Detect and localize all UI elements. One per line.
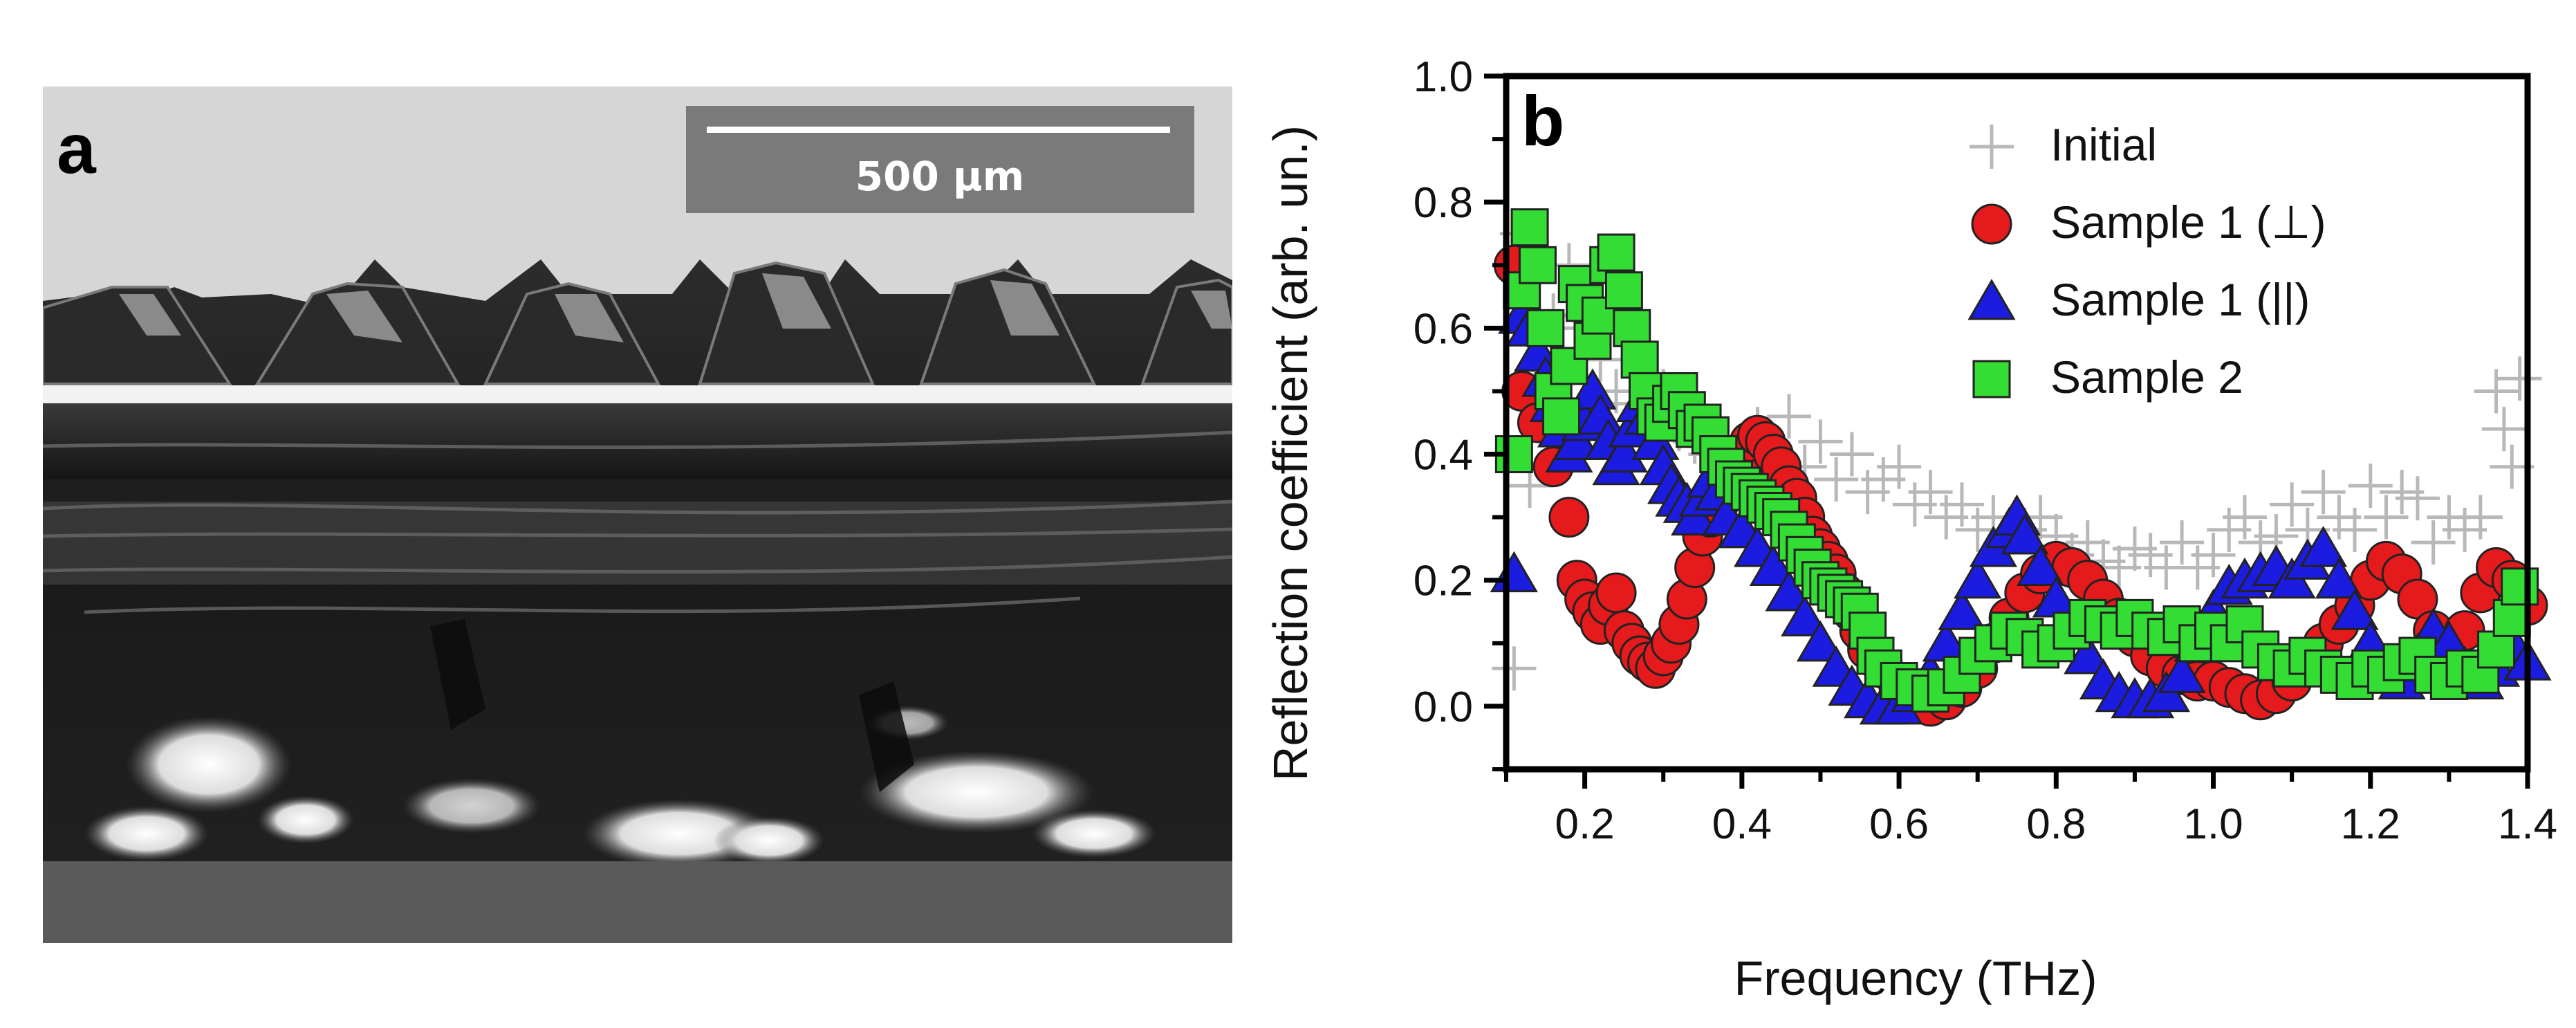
data-point-triangle — [1796, 620, 1845, 662]
data-point-triangle — [2315, 557, 2363, 599]
panel-letter-a: a — [57, 109, 97, 188]
data-point-cross — [2364, 495, 2409, 540]
data-point-triangle — [1749, 544, 1797, 587]
data-point-cross — [1829, 432, 1874, 477]
data-point-cross — [2395, 476, 2440, 521]
x-axis-title: Frequency (THz) — [1734, 951, 2097, 1005]
data-point-triangle — [2064, 633, 2112, 674]
legend-marker-square — [1972, 360, 2011, 398]
x-tick-label: 1.4 — [2498, 800, 2557, 848]
axes-layer: 0.2 0.4 0.6 0.8 1.0 1.2 1.4 0.0 0.2 0.4 0.6 0.8 1.0 — [1414, 53, 2557, 848]
data-point-square — [1542, 397, 1581, 436]
x-tick-label: 0.6 — [1869, 800, 1929, 848]
data-point-square — [1510, 208, 1549, 247]
data-point-cross — [2458, 495, 2503, 540]
data-point-cross — [2411, 520, 2456, 565]
y-tick-label: 1.0 — [1414, 53, 1473, 101]
x-tick-label: 0.4 — [1712, 800, 1772, 848]
data-point-triangle — [2299, 526, 2348, 567]
micrograph-image: 500 μm a — [43, 86, 1232, 943]
scale-bar-line — [707, 127, 1170, 133]
data-point-cross — [1767, 394, 1812, 439]
y-tick-label: 0.0 — [1414, 683, 1473, 731]
legend: Initial Sample 1 (⊥) Sample 1 (||) Sample 2 — [1967, 119, 2326, 403]
substrate-band — [43, 861, 1232, 943]
data-point-square — [1518, 246, 1557, 284]
legend-marker-circle — [1971, 203, 2012, 245]
data-point-cross — [2348, 463, 2393, 508]
data-point-triangle — [1600, 431, 1649, 473]
plot-frame — [1503, 73, 2531, 773]
dark-inclusions — [430, 619, 914, 792]
data-point-cross — [2160, 520, 2205, 565]
y-tick-label: 0.8 — [1414, 179, 1473, 227]
plot-layer — [1490, 208, 2552, 727]
legend-label: Sample 2 — [2050, 351, 2243, 403]
x-tick-label: 0.8 — [2026, 800, 2086, 848]
y-tick-label: 0.2 — [1414, 558, 1473, 605]
y-tick-label: 0.4 — [1414, 432, 1473, 479]
scale-bar-label: 500 μm — [855, 153, 1024, 200]
lighter-layer — [43, 502, 1232, 585]
data-point-cross — [1908, 470, 1953, 515]
y-tick-label: 0.6 — [1414, 305, 1473, 353]
data-point-cross — [1798, 419, 1843, 464]
y-axis-title: Reflection coefficient (arb. un.) — [1263, 125, 1317, 781]
data-point-cross — [1877, 444, 1922, 489]
data-point-triangle — [1938, 589, 1986, 630]
data-point-square — [1604, 271, 1643, 310]
data-point-triangle — [2016, 544, 2065, 587]
data-point-cross — [2497, 356, 2542, 401]
bottom-reflections — [84, 706, 1156, 868]
data-point-cross — [2481, 407, 2526, 452]
data-point-cross — [2333, 507, 2378, 552]
data-point-triangle — [2001, 513, 2049, 555]
bright-interface-line — [43, 385, 1232, 403]
data-point-circle — [1595, 572, 1637, 614]
data-point-triangle — [1954, 557, 2002, 599]
grating-highlights — [119, 273, 1232, 342]
legend-label: Sample 1 (||) — [2050, 274, 2310, 325]
data-point-cross — [2222, 495, 2267, 540]
data-point-cross — [1814, 457, 1859, 502]
legend-marker-cross — [1970, 125, 2014, 169]
data-point-triangle — [1765, 569, 1813, 612]
data-point-cross — [2191, 533, 2236, 578]
data-point-triangle — [2158, 652, 2206, 693]
data-point-triangle — [1490, 551, 1538, 593]
x-tick-label: 1.2 — [2341, 800, 2400, 848]
x-tick-label: 1.0 — [2183, 800, 2243, 848]
scale-bar-box — [686, 106, 1194, 213]
legend-label: Sample 1 (⊥) — [2050, 196, 2326, 248]
data-point-circle — [1548, 497, 1590, 538]
reflection-chart: 0.2 0.4 0.6 0.8 1.0 1.2 1.40.00.20.40.60.81.0 … — [1263, 53, 2557, 1005]
data-point-square — [1597, 233, 1636, 272]
data-point-square — [1526, 309, 1565, 347]
data-point-cross — [1939, 482, 1984, 527]
layer-streaks — [43, 430, 1232, 614]
legend-marker-triangle — [1967, 279, 2016, 320]
data-point-cross — [2270, 482, 2315, 527]
legend-label: Initial — [2050, 119, 2157, 170]
data-point-triangle — [1781, 595, 1829, 636]
data-point-triangle — [2331, 589, 2379, 630]
data-point-cross — [1492, 646, 1537, 691]
data-point-square — [2501, 567, 2539, 606]
data-point-cross — [2474, 369, 2519, 414]
series-3 — [1494, 208, 2539, 713]
panel-letter-b: b — [1521, 82, 1564, 160]
data-point-cross — [2301, 470, 2346, 515]
x-tick-label: 0.2 — [1555, 800, 1615, 848]
